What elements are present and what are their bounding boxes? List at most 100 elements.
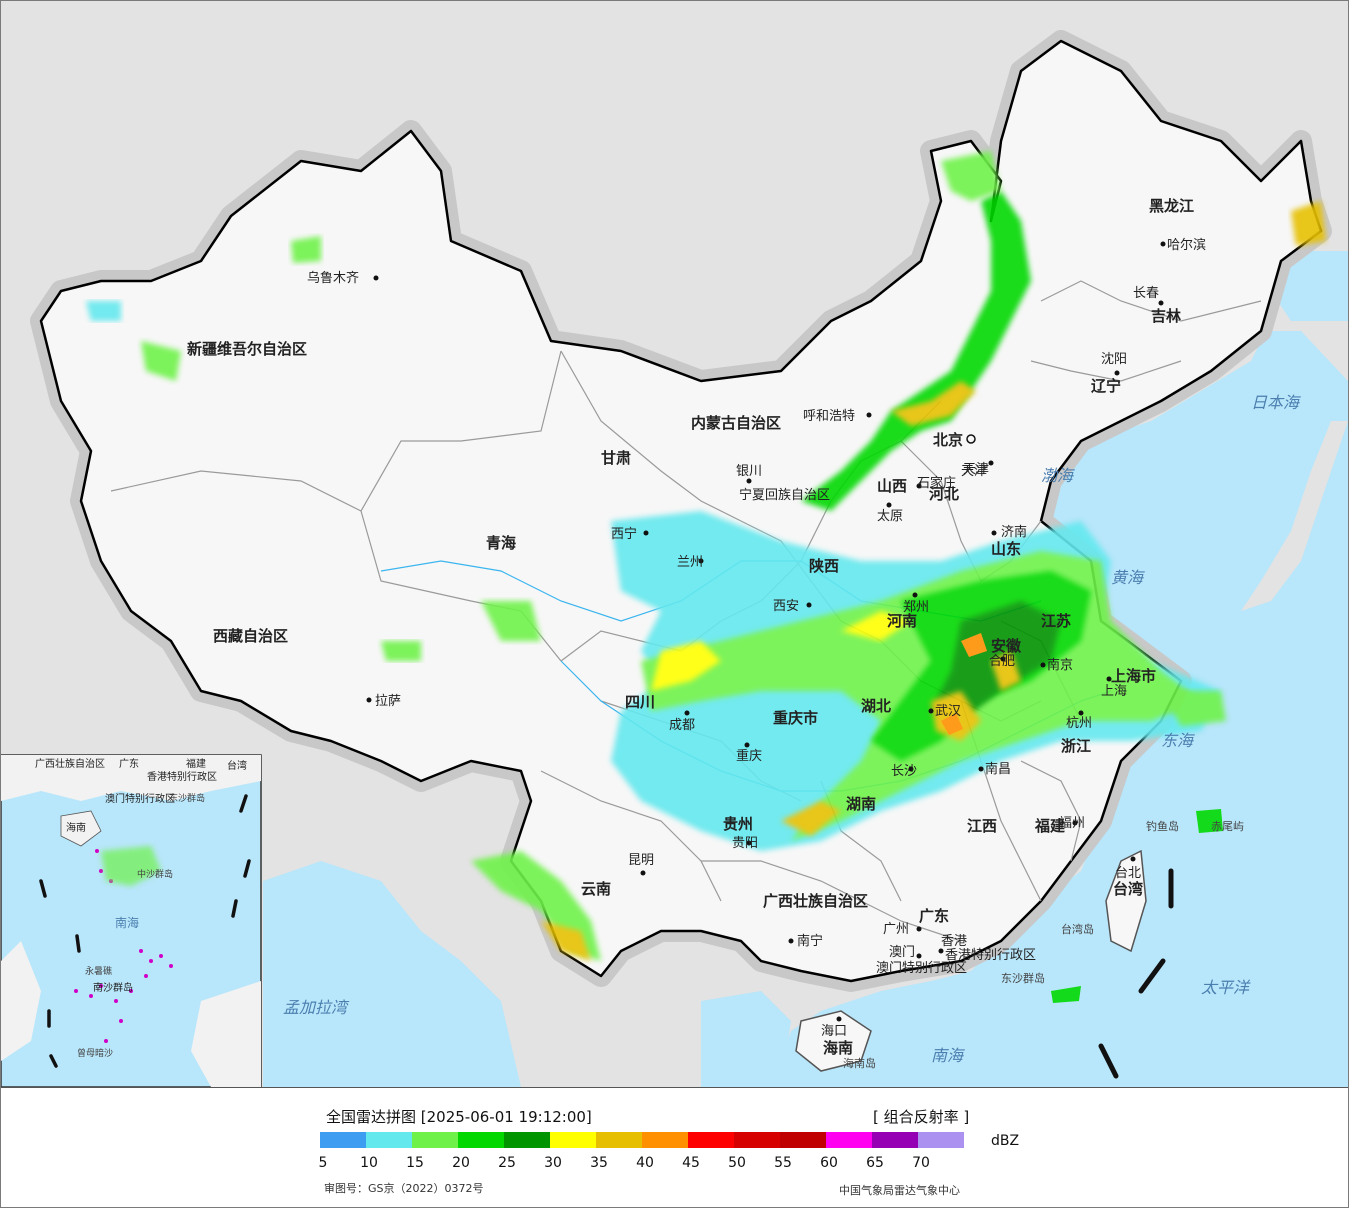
legend-tick-label: 5	[318, 1155, 328, 1171]
radar-echoes	[86, 151, 1326, 1003]
island-dongsha: 东沙群岛	[1001, 971, 1045, 985]
label-hebei: 河北	[929, 485, 959, 503]
city-harbin: 哈尔滨	[1167, 237, 1206, 253]
city-hangzhou: 杭州	[1066, 716, 1092, 731]
legend-tick-label: 45	[682, 1155, 700, 1171]
legend-panel: 全国雷达拼图 [2025-06-01 19:12:00] [ 组合反射率 ] d…	[1, 1088, 1348, 1207]
sea-bengal: 孟加拉湾	[283, 998, 350, 1017]
inset-label-dongsha: 东沙群岛	[169, 792, 205, 804]
inset-label-nansha: 南沙群岛	[93, 981, 133, 994]
sea-yellow: 黄海	[1111, 568, 1145, 587]
sea-bohai: 渤海	[1041, 466, 1075, 485]
city-nanchang: 南昌	[985, 761, 1011, 777]
city-kunming: 昆明	[628, 853, 654, 868]
bay-of-bengal	[263, 861, 521, 1087]
label-henan: 河南	[887, 612, 917, 630]
sea-south: 南海	[931, 1046, 965, 1065]
city-nanjing: 南京	[1047, 657, 1073, 673]
label-liaoning: 辽宁	[1091, 377, 1121, 395]
label-shanghai: 上海市	[1111, 667, 1156, 685]
city-shanghai: 上海	[1101, 684, 1127, 699]
color-swatch	[320, 1132, 366, 1148]
city-fuzhou: 福州	[1059, 816, 1085, 831]
label-hunan: 湖南	[846, 795, 876, 813]
color-swatch	[780, 1132, 826, 1148]
city-urumqi: 乌鲁木齐	[307, 270, 359, 286]
city-wuhan: 武汉	[935, 704, 961, 719]
legend-product-type: [ 组合反射率 ]	[873, 1108, 970, 1126]
inset-label-zengmu: 曾母暗沙	[77, 1047, 113, 1059]
label-guangdong: 广东	[919, 907, 949, 925]
color-swatch	[504, 1132, 550, 1148]
legend-tick-label: 35	[590, 1155, 608, 1171]
label-qinghai: 青海	[486, 534, 516, 552]
label-chongqing: 重庆市	[773, 709, 818, 727]
label-xinjiang: 新疆维吾尔自治区	[187, 340, 307, 358]
city-taipei: 台北	[1115, 866, 1141, 881]
city-hongkong: 香港	[941, 934, 967, 949]
city-changsha: 长沙	[891, 764, 917, 779]
sea-labels: 日本海 渤海 黄海 东海 太平洋 南海 孟加拉湾	[283, 393, 1301, 1065]
legend-tick-label: 30	[544, 1155, 562, 1171]
city-haikou: 海口	[821, 1024, 847, 1039]
island-diaoyu: 钓鱼岛	[1146, 819, 1179, 833]
city-guiyang: 贵阳	[732, 836, 758, 851]
color-swatch	[826, 1132, 872, 1148]
label-yunnan: 云南	[581, 880, 611, 898]
map-area: 广西壮族自治区 广东 福建 台湾 香港特别行政区 澳门特别行政区 海南 东沙群岛…	[1, 1, 1348, 1088]
south-china-sea-inset	[1, 754, 262, 1087]
sea-east: 东海	[1161, 731, 1195, 750]
yellow-sea	[1051, 421, 1161, 641]
legend-title: 全国雷达拼图 [2025-06-01 19:12:00]	[326, 1108, 592, 1126]
city-chongqing: 重庆	[736, 748, 762, 764]
china-radar-map: 广西壮族自治区 广东 福建 台湾 香港特别行政区 澳门特别行政区 海南 东沙群岛…	[1, 1, 1348, 1087]
taiwan-island	[1105, 849, 1147, 953]
label-jilin: 吉林	[1151, 307, 1182, 325]
city-lanzhou: 兰州	[677, 555, 703, 570]
city-xian: 西安	[773, 599, 799, 614]
color-swatch	[918, 1132, 964, 1148]
island-labels: 钓鱼岛 赤尾屿 台湾岛 东沙群岛 海南岛	[843, 819, 1244, 1070]
city-lhasa: 拉萨	[375, 694, 401, 709]
city-shenyang: 沈阳	[1101, 352, 1127, 367]
color-swatch	[458, 1132, 504, 1148]
inset-label-guangxi: 广西壮族自治区	[35, 757, 105, 770]
city-hefei: 合肥	[989, 654, 1015, 669]
color-swatch	[550, 1132, 596, 1148]
city-taiyuan: 太原	[877, 509, 903, 524]
label-fujian: 福建	[1034, 817, 1066, 835]
city-nanning: 南宁	[797, 933, 823, 949]
label-macau-sar: 澳门特别行政区	[876, 960, 967, 976]
inset-label-nanhai: 南海	[115, 915, 139, 930]
legend-tick-label: 55	[774, 1155, 792, 1171]
label-shanxi: 山西	[877, 477, 907, 495]
island-hainan: 海南岛	[843, 1056, 876, 1070]
city-labels: 乌鲁木齐 拉萨 西宁 兰州 银川 呼和浩特 北京 天津 石家庄 太原 济南 郑州…	[307, 237, 1206, 1039]
inset-label-taiwan: 台湾	[227, 759, 247, 772]
label-hainan: 海南	[823, 1039, 853, 1057]
city-shijiazhuang: 石家庄	[917, 475, 956, 491]
label-hubei: 湖北	[861, 697, 891, 715]
label-tianjin-prov: 天津	[963, 462, 989, 477]
city-jinan: 济南	[1001, 524, 1027, 540]
label-gansu: 甘肃	[601, 449, 631, 467]
label-inner-mongolia: 内蒙古自治区	[691, 414, 781, 432]
inset-label-zhongsha: 中沙群岛	[137, 868, 173, 880]
legend-tick-label: 25	[498, 1155, 516, 1171]
legend-unit: dBZ	[991, 1133, 1020, 1149]
city-yinchuan: 银川	[736, 464, 762, 479]
color-swatch	[688, 1132, 734, 1148]
city-changchun: 长春	[1133, 286, 1159, 301]
island-chiwei: 赤尾屿	[1211, 820, 1244, 833]
label-sichuan: 四川	[625, 693, 655, 711]
data-source: 中国气象局雷达气象中心	[839, 1184, 960, 1197]
label-anhui: 安徽	[991, 637, 1022, 655]
city-beijing: 北京	[933, 431, 963, 449]
legend-tick-label: 50	[728, 1155, 746, 1171]
color-swatch	[596, 1132, 642, 1148]
color-swatch	[412, 1132, 458, 1148]
inset-label-hainan: 海南	[66, 821, 86, 834]
pacific-sea	[771, 331, 1348, 1087]
hainan-island	[795, 1010, 872, 1072]
